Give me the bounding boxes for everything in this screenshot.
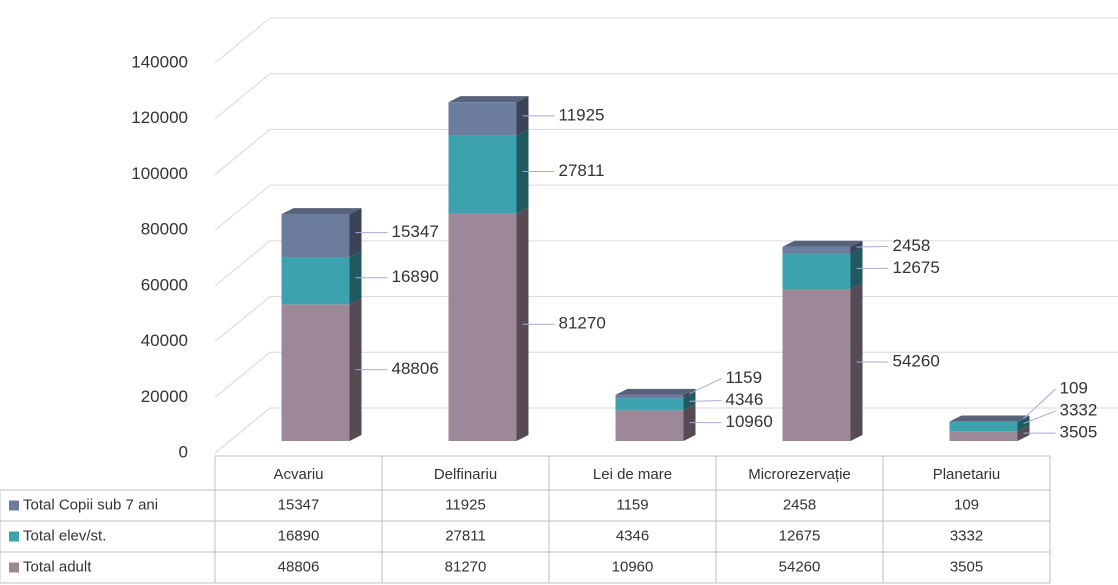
y-tick-label: 140000 [131, 52, 188, 71]
x-tick-label: Planetariu [933, 466, 1001, 483]
data-label: 109 [1060, 379, 1088, 398]
y-tick-label: 20000 [141, 387, 188, 406]
data-label: 2458 [893, 236, 931, 255]
data-label: 10960 [726, 412, 773, 431]
table-cell: 27811 [445, 527, 486, 544]
bar [782, 246, 851, 254]
leader-line [689, 378, 722, 394]
bar [281, 257, 350, 305]
data-label: 11925 [559, 105, 605, 124]
table-cell: 10960 [612, 558, 654, 575]
y-tick-label: 60000 [141, 275, 188, 294]
legend-label: Total adult [23, 558, 92, 575]
bar [615, 410, 684, 441]
data-label: 3332 [1060, 401, 1098, 420]
table-cell: 3332 [950, 527, 983, 544]
y-tick-label: 0 [179, 442, 188, 461]
data-label: 1159 [726, 368, 763, 387]
table-cell: 12675 [779, 527, 821, 544]
legend-label: Total Copii sub 7 ani [23, 496, 158, 513]
bar-top [949, 415, 1030, 422]
data-label: 16890 [392, 267, 439, 286]
grid-line [214, 128, 1118, 175]
data-label: 4346 [726, 390, 764, 409]
bar [782, 289, 851, 441]
legend-label: Total elev/st. [23, 527, 106, 544]
table-cell: 11925 [445, 496, 486, 513]
table-cell: 54260 [779, 558, 821, 575]
bar-top [281, 208, 362, 215]
table-cell: 15347 [278, 496, 320, 513]
bar [949, 421, 1018, 432]
y-tick-label: 40000 [141, 331, 188, 350]
data-table: Acvariu Delfinariu Lei de mare Microrezerva… [0, 455, 1051, 584]
leader-line [689, 400, 722, 402]
data-label: 15347 [392, 222, 439, 241]
grid-line [214, 184, 1118, 231]
bar [949, 431, 1018, 441]
grid-line [214, 73, 1118, 120]
table-cell: 81270 [445, 558, 487, 575]
bar [448, 135, 517, 214]
y-tick-label: 120000 [131, 108, 188, 127]
table-cell: 48806 [278, 558, 320, 575]
leader-line [856, 245, 889, 248]
x-tick-label: Delfinariu [434, 466, 497, 483]
leader-line [1023, 388, 1056, 420]
bar-top [448, 96, 529, 103]
data-label: 27811 [559, 161, 605, 180]
data-label: 81270 [559, 314, 606, 333]
y-tick-label: 100000 [131, 164, 188, 183]
bar-top [615, 388, 696, 395]
data-label: 54260 [893, 352, 940, 371]
legend-key [9, 562, 19, 573]
bar-top [782, 240, 863, 247]
x-tick-label: Acvariu [273, 466, 323, 483]
bar [615, 394, 684, 399]
table-cell: 1159 [616, 496, 648, 513]
bar [782, 253, 851, 290]
x-tick-label: Microrezervație [748, 466, 851, 483]
bar [448, 213, 517, 441]
data-label: 3505 [1060, 423, 1098, 442]
table-cell: 2458 [783, 496, 816, 513]
leader-line [1023, 410, 1056, 424]
data-label: 48806 [392, 359, 439, 378]
bar [281, 214, 350, 258]
table-cell: 4346 [616, 527, 649, 544]
data-label: 12675 [893, 258, 940, 277]
legend-key [9, 531, 19, 542]
bar-side [850, 240, 863, 254]
bar [448, 102, 517, 136]
legend-key [9, 500, 19, 511]
x-tick-label: Lei de mare [593, 466, 672, 483]
table-cell: 109 [954, 496, 979, 513]
table-cell: 16890 [278, 527, 320, 544]
y-tick-label: 80000 [141, 220, 188, 239]
table-cell: 3505 [950, 558, 983, 575]
bar [615, 398, 684, 411]
grid-line [214, 17, 1118, 64]
bar [281, 304, 350, 441]
